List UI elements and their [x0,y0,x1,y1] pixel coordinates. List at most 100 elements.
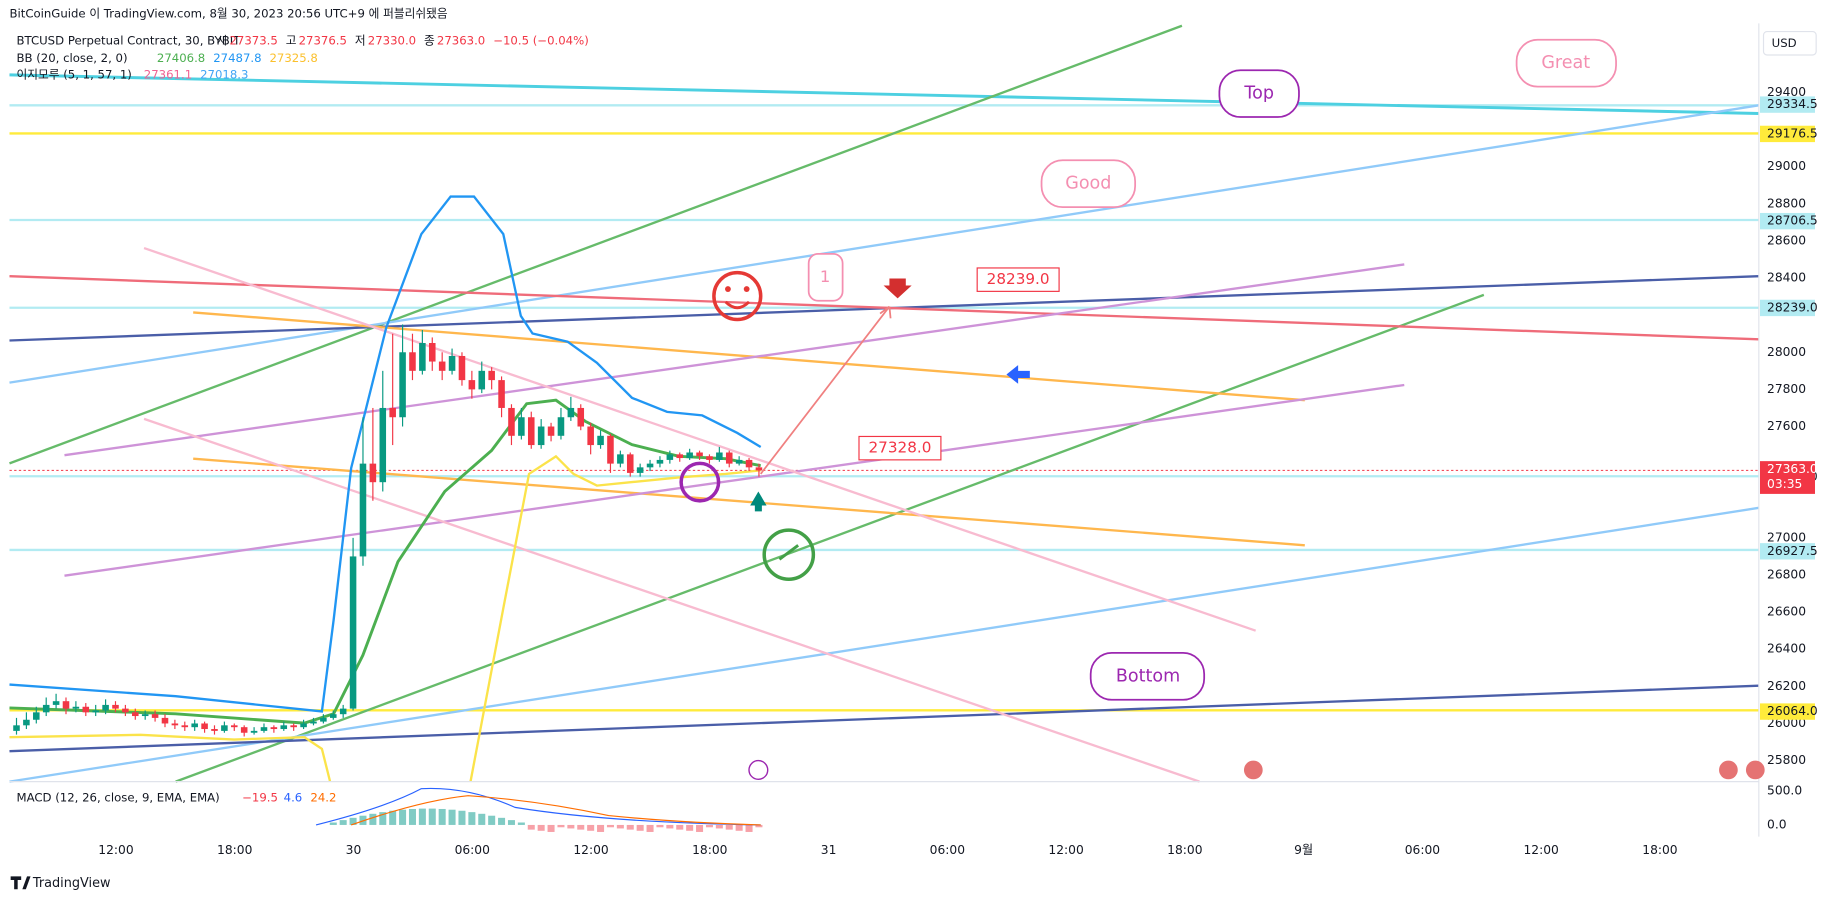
candle-body [448,355,456,371]
candles [13,324,763,737]
candle-body [310,721,317,724]
candle-body [92,710,99,713]
macd-bar [537,824,545,831]
change: −10.5 (−0.04%) [493,33,589,47]
smiley-red [712,270,763,322]
symbol: BTCUSD Perpetual Contract, 30, BYBIT [17,33,242,47]
time-tick: 12:00 [98,843,133,857]
macd-bar [626,824,634,830]
candle-body [112,704,119,709]
macd-bar [488,815,496,825]
candle-body [626,454,634,473]
last-price-box [1759,461,1815,494]
candle-body [617,454,624,464]
bubble [1040,159,1137,208]
price-tick: 28000 [1767,345,1806,359]
candle-body [676,454,684,459]
arrow-up [750,491,767,512]
indicator-name: MACD (12, 26, close, 9, EMA, EMA) [17,791,220,805]
price-tick: 26400 [1767,642,1806,656]
time-tick: 30 [346,843,362,857]
candle-body [231,725,238,728]
smiley-purple [679,461,721,503]
indicator-value: 24.2 [310,791,336,805]
candle-body [656,459,664,464]
trend-line [9,73,1759,115]
trend-line [143,246,1257,632]
candle-body [250,730,258,733]
price-marker [1759,299,1815,317]
trend-line [175,293,1485,783]
candle-body [419,342,426,371]
bubble [807,253,844,302]
price-marker-label: 29334.5 [1767,97,1818,111]
candle-body [666,454,674,460]
drawings [9,23,1760,837]
bb-basis [9,398,761,725]
candle-body [23,719,30,726]
arrow-line [760,306,891,475]
indicator-value: −19.5 [242,791,278,805]
macd-bar [686,824,694,831]
candle-body [696,452,703,457]
callout-text: Good [1065,174,1111,194]
candle-body [518,417,525,436]
candle-body [191,723,198,728]
ohlc-value: 27330.0 [368,33,416,47]
price-marker-label: 29176.5 [1767,126,1818,140]
price-tick: 26200 [1767,679,1806,693]
macd-bar [339,820,347,825]
candle-body [122,708,129,713]
candle-body [171,723,179,726]
bubble [1218,69,1300,118]
macd-bar [646,824,654,832]
candle-body [409,352,416,371]
macd-bar [547,824,555,832]
bb-upper [9,195,762,713]
time-tick: 18:00 [1167,843,1202,857]
candle-body [755,467,763,471]
bubble [1515,38,1617,88]
legend: BitCoinGuide 이 TradingView.com, 8월 30, 2… [9,7,447,48]
candle-body [745,459,753,468]
candle-body [42,704,50,713]
macd-bar [567,824,575,829]
macd-bar [468,812,476,825]
ohlc-key: 저 [355,33,366,47]
price-marker-label: 28706.5 [1767,214,1818,228]
macd-bar [478,813,486,825]
candle-body [141,714,149,717]
price-marker [1759,125,1815,143]
trend-line [193,457,1305,547]
candle-body [52,701,60,705]
footer: TradingView [10,876,111,891]
candle-body [597,435,604,446]
price-tick: 28800 [1767,196,1806,210]
candle-body [537,426,545,446]
callout-text: 1 [820,267,830,286]
countdown: 03:35 [1767,477,1802,491]
event-icon [1719,760,1738,780]
macd-bar [349,817,357,825]
candle-body [151,714,159,718]
trend-line [143,417,1200,783]
macd-bar [498,817,506,825]
callout-text: Bottom [1116,666,1180,686]
macd-bar [379,812,387,825]
indicator-value: 27325.8 [269,51,317,65]
arrow-head [879,305,892,319]
currency-box [1762,31,1817,56]
candle-body [508,407,515,436]
price-marker-label: 28239.0 [1767,300,1818,314]
time-tick: 18:00 [692,843,727,857]
candle-body [498,380,505,408]
macd-bar [656,824,664,828]
macd-bar [587,824,595,831]
candle-body [270,727,278,730]
ohlc-key: 종 [424,33,435,47]
candle-body [359,463,367,557]
candle-body [636,467,644,473]
bb-lower [9,454,761,782]
candle-body [280,725,288,730]
